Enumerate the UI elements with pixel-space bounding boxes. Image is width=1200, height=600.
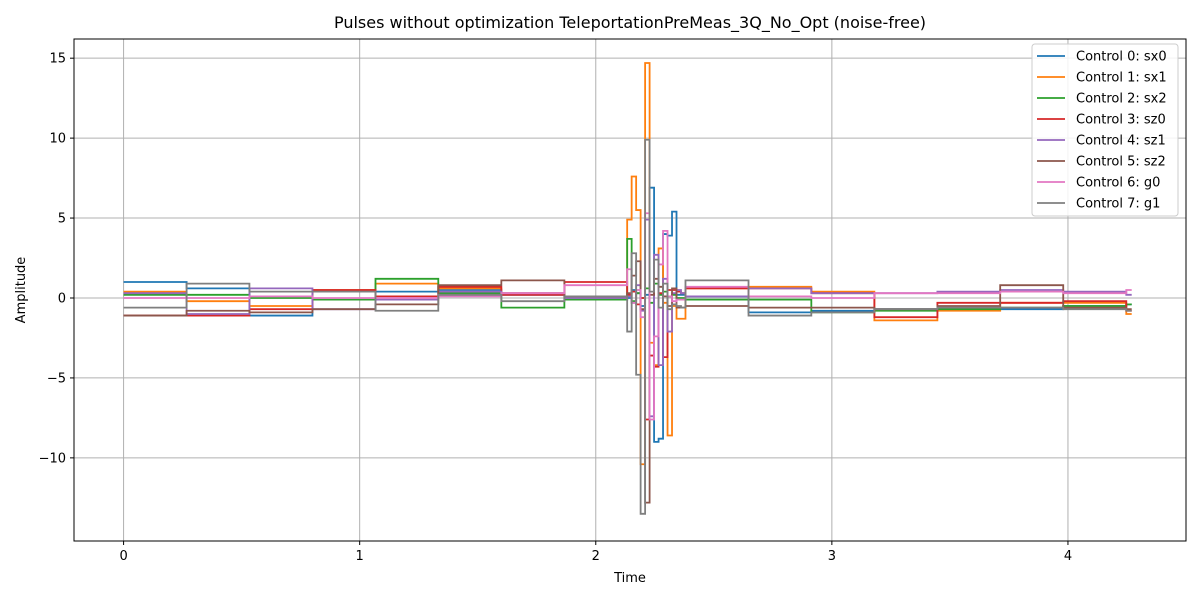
y-tick-label: −5 bbox=[47, 371, 66, 386]
x-tick-label: 0 bbox=[119, 549, 127, 564]
x-tick-label: 4 bbox=[1064, 549, 1072, 564]
y-axis-label: Amplitude bbox=[14, 257, 29, 324]
series-line-control-6 bbox=[123, 212, 1132, 421]
legend-label: Control 2: sx2 bbox=[1076, 92, 1167, 107]
legend-label: Control 7: g1 bbox=[1076, 197, 1160, 212]
legend-label: Control 5: sz2 bbox=[1076, 155, 1166, 170]
axis-ticks: 0 1 2 3 4 −10 −5 0 5 10 15 bbox=[39, 52, 1073, 564]
legend-label: Control 4: sz1 bbox=[1076, 134, 1166, 149]
legend-label: Control 6: g0 bbox=[1076, 176, 1160, 191]
legend-label: Control 1: sx1 bbox=[1076, 71, 1167, 86]
legend-box bbox=[1031, 43, 1179, 217]
y-tick-label: 15 bbox=[49, 52, 66, 67]
legend-label: Control 0: sx0 bbox=[1076, 50, 1167, 65]
chart-title: Pulses without optimization Teleportatio… bbox=[334, 13, 926, 33]
y-tick-label: −10 bbox=[39, 451, 66, 466]
y-tick-label: 10 bbox=[49, 132, 66, 147]
legend: Control 0: sx0 Control 1: sx1 Control 2: s… bbox=[1031, 43, 1179, 217]
x-axis-label: Time bbox=[613, 571, 646, 586]
legend-label: Control 3: sz0 bbox=[1076, 113, 1166, 128]
y-tick-label: 0 bbox=[58, 291, 66, 306]
series-line-control-7 bbox=[123, 138, 1132, 515]
series-lines bbox=[123, 62, 1132, 515]
plot-frame bbox=[73, 38, 1187, 542]
y-tick-label: 5 bbox=[58, 212, 66, 227]
x-tick-label: 3 bbox=[828, 549, 836, 564]
x-tick-label: 1 bbox=[356, 549, 364, 564]
x-tick-label: 2 bbox=[592, 549, 600, 564]
